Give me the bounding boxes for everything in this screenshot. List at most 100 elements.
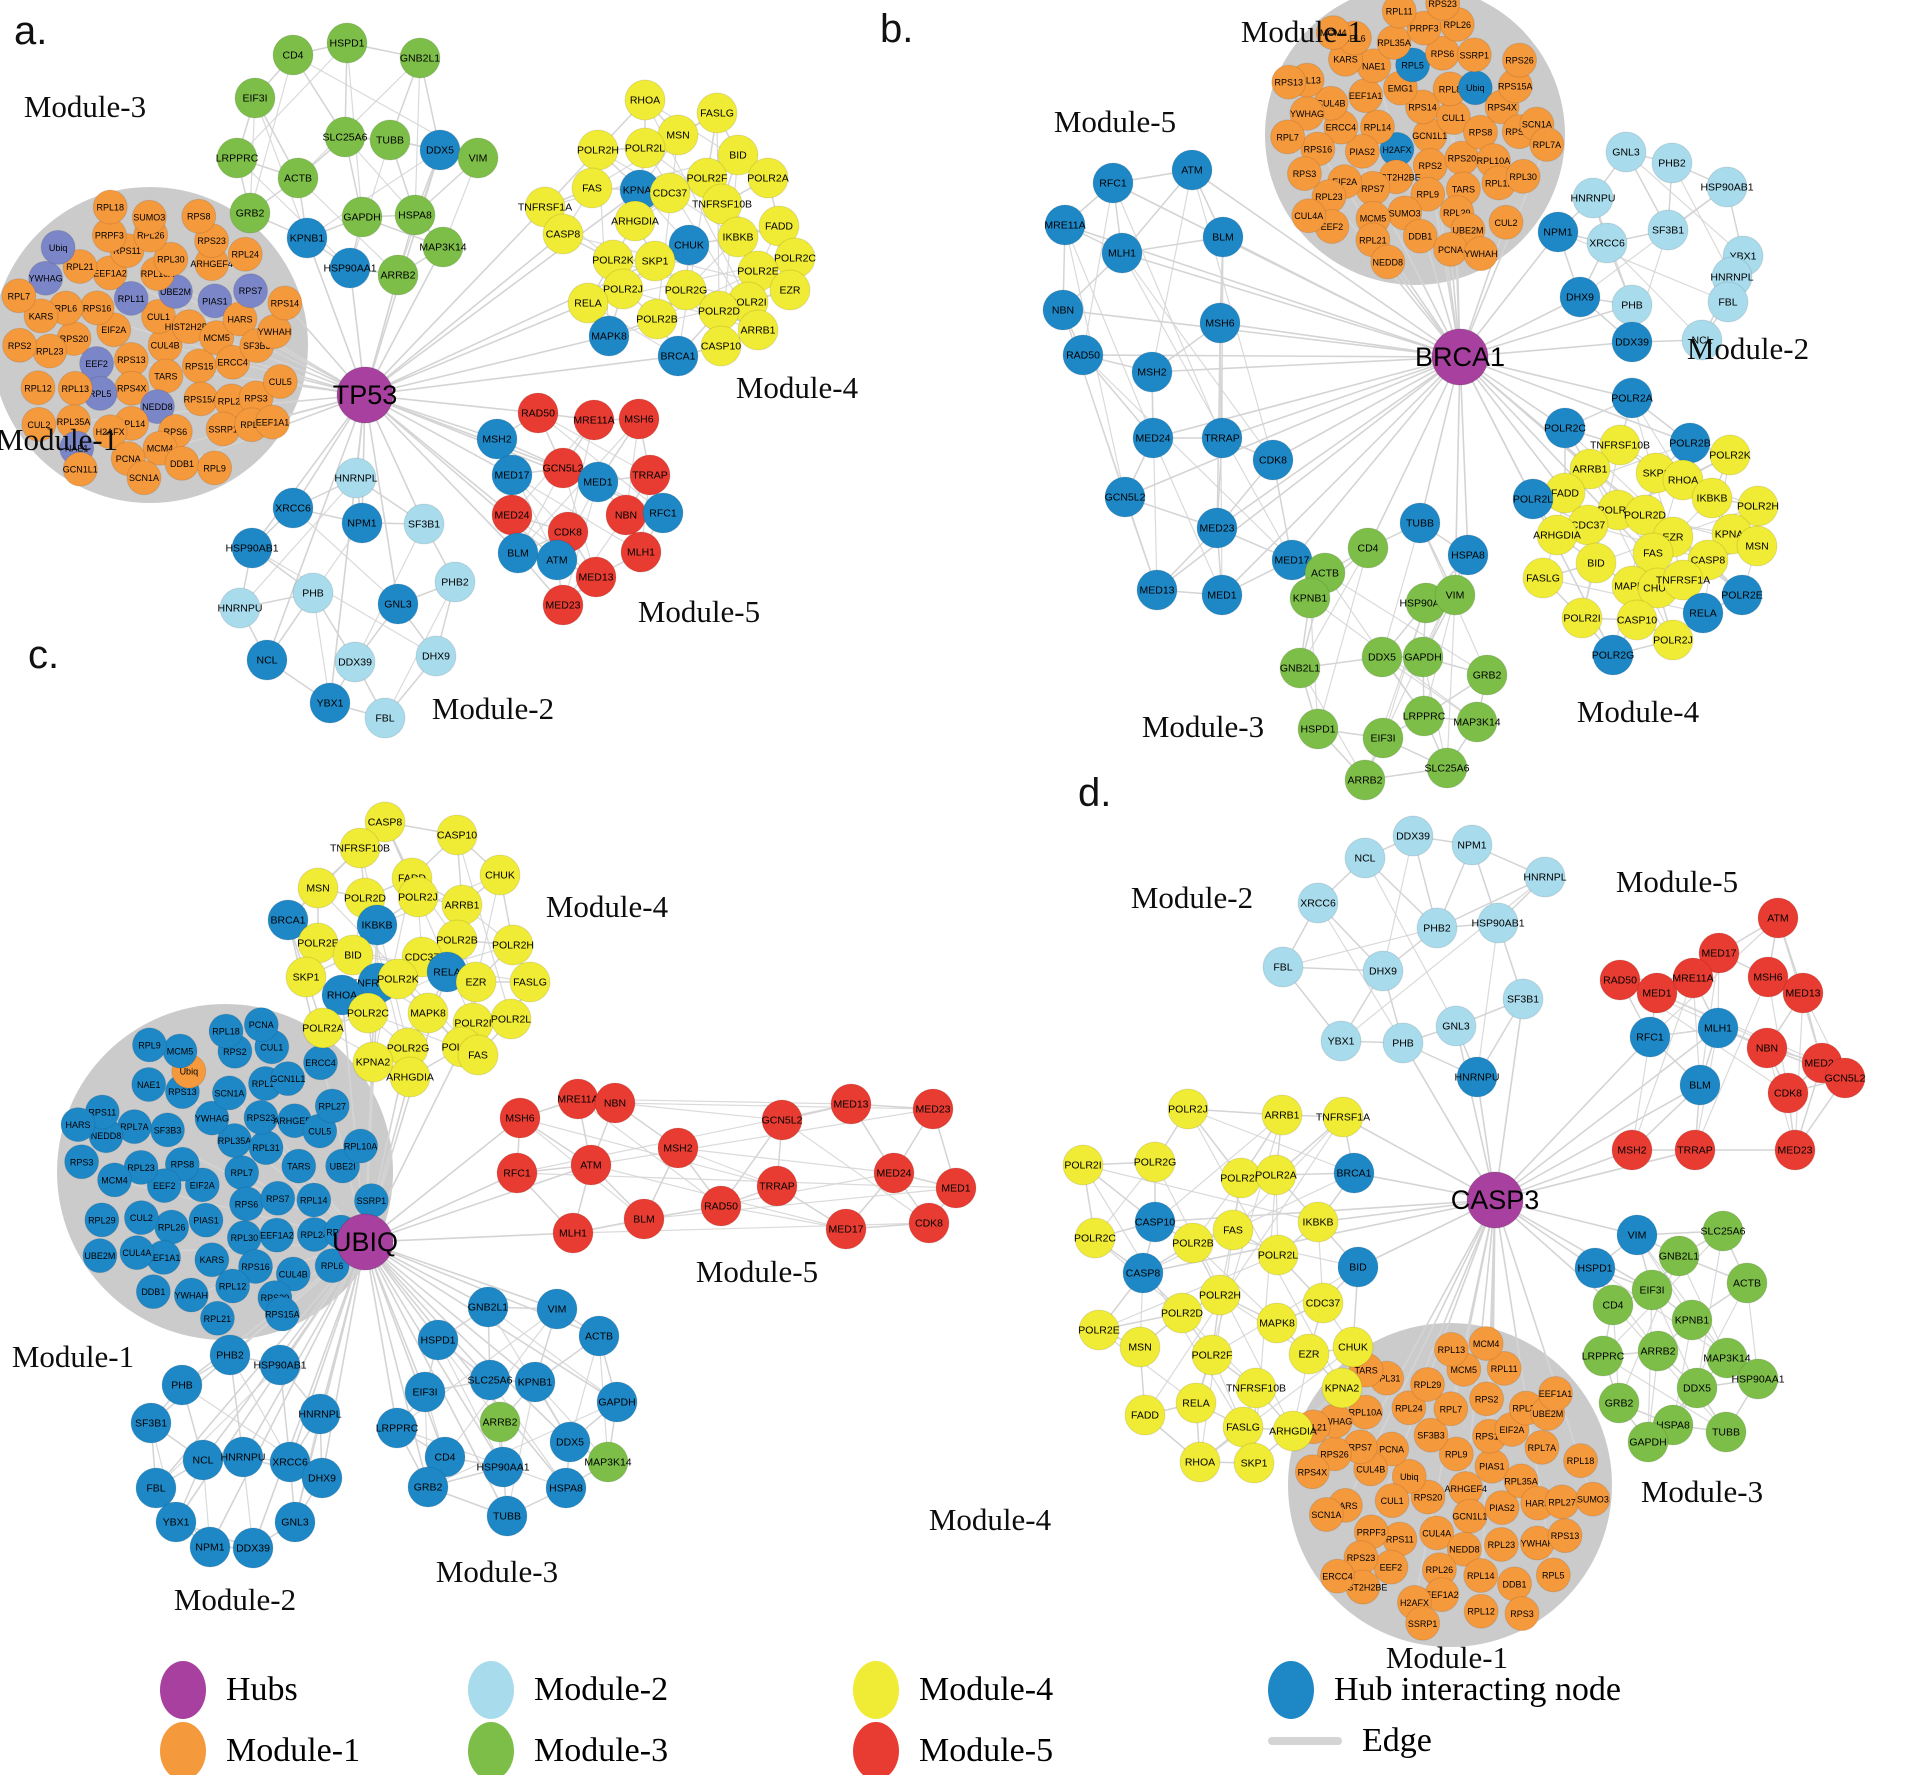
node-label-MAPK8: MAPK8 xyxy=(1259,1318,1295,1330)
node-CDC37 xyxy=(1302,1282,1344,1324)
node-label-POLR2E: POLR2E xyxy=(1078,1325,1119,1337)
node-label-RPL26: RPL26 xyxy=(1444,20,1472,30)
node-label-CUL1: CUL1 xyxy=(1381,1496,1404,1506)
node-label-GNL3: GNL3 xyxy=(1612,147,1640,159)
node-YWHAG xyxy=(28,260,64,296)
node-label-RHOA: RHOA xyxy=(1668,475,1698,487)
node-label-POLR2L: POLR2L xyxy=(1513,494,1553,506)
node-label-TRRAP: TRRAP xyxy=(759,1181,795,1193)
node-IKBKB xyxy=(1297,1201,1339,1243)
node-DDX39 xyxy=(334,641,376,683)
node-MRE11A xyxy=(573,399,615,441)
node-label-BRCA1: BRCA1 xyxy=(270,915,305,927)
node-label-TUBB: TUBB xyxy=(493,1511,521,1523)
node-HSPA8 xyxy=(394,194,436,236)
node-label-BLM: BLM xyxy=(1212,232,1234,244)
node-FAS xyxy=(571,167,613,209)
node-label-POLR2D: POLR2D xyxy=(1161,1308,1203,1320)
edge xyxy=(1794,992,1804,1151)
hub-edge xyxy=(364,189,641,396)
node-NBN xyxy=(594,1082,636,1124)
node-label-RPL13: RPL13 xyxy=(1293,76,1321,86)
node-label-HSP90AA1: HSP90AA1 xyxy=(1731,1374,1784,1386)
node-label-RPL7A: RPL7A xyxy=(1533,140,1562,150)
node-label-RPL30: RPL30 xyxy=(231,1233,259,1243)
node-label-MLH1: MLH1 xyxy=(559,1228,587,1240)
node-label-ARHGDIA: ARHGDIA xyxy=(1533,530,1581,542)
node-label-NPM1: NPM1 xyxy=(195,1542,224,1554)
node-label-RPL23: RPL23 xyxy=(1315,192,1343,202)
node-label-HSP90AB1: HSP90AB1 xyxy=(1700,182,1753,194)
node-label-POLR2C: POLR2C xyxy=(347,1008,389,1020)
node-label-GCN1L1: GCN1L1 xyxy=(1452,1512,1487,1522)
node-label-DHX9: DHX9 xyxy=(1566,292,1594,304)
node-label-GRB2: GRB2 xyxy=(236,208,265,220)
node-MAPK8 xyxy=(407,992,449,1034)
node-label-SKP1: SKP1 xyxy=(1643,468,1670,480)
node-label-EEF1A1: EEF1A1 xyxy=(256,418,290,428)
node-POLR2J xyxy=(1652,619,1694,661)
node-label-BID: BID xyxy=(729,150,747,162)
node-label-MAP3K14: MAP3K14 xyxy=(1703,1353,1750,1365)
node-SCN1A xyxy=(1308,1496,1344,1532)
node-RPL10A xyxy=(343,1128,379,1164)
node-label-RPL10A: RPL10A xyxy=(141,269,175,279)
node-EEF1A1 xyxy=(254,404,290,440)
node-label-RAD50: RAD50 xyxy=(521,408,555,420)
node-label-RPL24: RPL24 xyxy=(232,250,260,260)
node-SF3B3 xyxy=(1413,1417,1449,1453)
node-RPL30 xyxy=(153,241,189,277)
node-label-RPL31: RPL31 xyxy=(1373,1374,1401,1384)
node-label-RPL9: RPL9 xyxy=(203,463,226,473)
module-label-Module-1-UBIQ: Module-1 xyxy=(12,1339,134,1374)
node-label-MSN: MSN xyxy=(1745,541,1768,553)
edge xyxy=(1098,1329,1197,1404)
node-label-KPNB1: KPNB1 xyxy=(290,233,325,245)
node-label-RPS13: RPS13 xyxy=(1275,78,1304,88)
node-label-RPL26: RPL26 xyxy=(1426,1565,1454,1575)
legend-item-module-5: Module-5 xyxy=(853,1722,1053,1775)
node-label-CUL2: CUL2 xyxy=(130,1213,153,1223)
edge xyxy=(1557,231,1729,303)
node-Ubiq xyxy=(1391,1458,1427,1494)
node-label-RPS11: RPS11 xyxy=(113,246,141,256)
node-label-RPS20: RPS20 xyxy=(1414,1493,1443,1503)
node-label-SSRP1: SSRP1 xyxy=(357,1196,387,1206)
hub-edge xyxy=(1124,356,1461,498)
hub-edge xyxy=(364,394,399,605)
node-label-EIF2A: EIF2A xyxy=(101,325,126,335)
node-NEDD8 xyxy=(1446,1531,1482,1567)
node-label-CASP8: CASP8 xyxy=(546,229,581,241)
hub-edge xyxy=(364,1241,571,1443)
node-HSP90AA1 xyxy=(482,1446,524,1488)
node-label-HSPD1: HSPD1 xyxy=(329,38,364,50)
node-label-RPL24: RPL24 xyxy=(300,1230,328,1240)
edge xyxy=(1151,169,1193,373)
node-label-CDC37: CDC37 xyxy=(1571,520,1606,532)
node-BID xyxy=(332,934,374,976)
node-label-XRCC6: XRCC6 xyxy=(275,503,311,515)
node-label-POLR2E: POLR2E xyxy=(297,938,338,950)
edge xyxy=(1112,182,1223,439)
node-label-POLR2A: POLR2A xyxy=(1611,393,1652,405)
node-label-ARHGEF4: ARHGEF4 xyxy=(273,1116,316,1126)
legend-item-module-4: Module-4 xyxy=(853,1661,1053,1719)
node-POLR2E xyxy=(1078,1309,1120,1351)
node-IKBKB xyxy=(356,904,398,946)
node-TRRAP xyxy=(1201,417,1243,459)
node-label-EEF1A2: EEF1A2 xyxy=(93,268,127,278)
node-label-NCL: NCL xyxy=(1691,335,1712,347)
node-label-RPS8: RPS8 xyxy=(1469,128,1493,138)
node-RPL12 xyxy=(215,1268,251,1304)
node-CUL4B xyxy=(275,1256,311,1292)
node-label-TARS: TARS xyxy=(1452,184,1475,194)
node-label-XRCC6: XRCC6 xyxy=(1589,238,1625,250)
legend-label: Module-4 xyxy=(919,1671,1054,1708)
node-BLM xyxy=(623,1198,665,1240)
node-label-PIAS1: PIAS1 xyxy=(193,1216,219,1226)
node-label-HSPD1: HSPD1 xyxy=(420,1335,455,1347)
node-label-GCN1L1: GCN1L1 xyxy=(270,1074,305,1084)
node-HSPD1 xyxy=(417,1319,459,1361)
node-NCL xyxy=(1344,837,1386,879)
node-MSN xyxy=(1736,525,1778,567)
